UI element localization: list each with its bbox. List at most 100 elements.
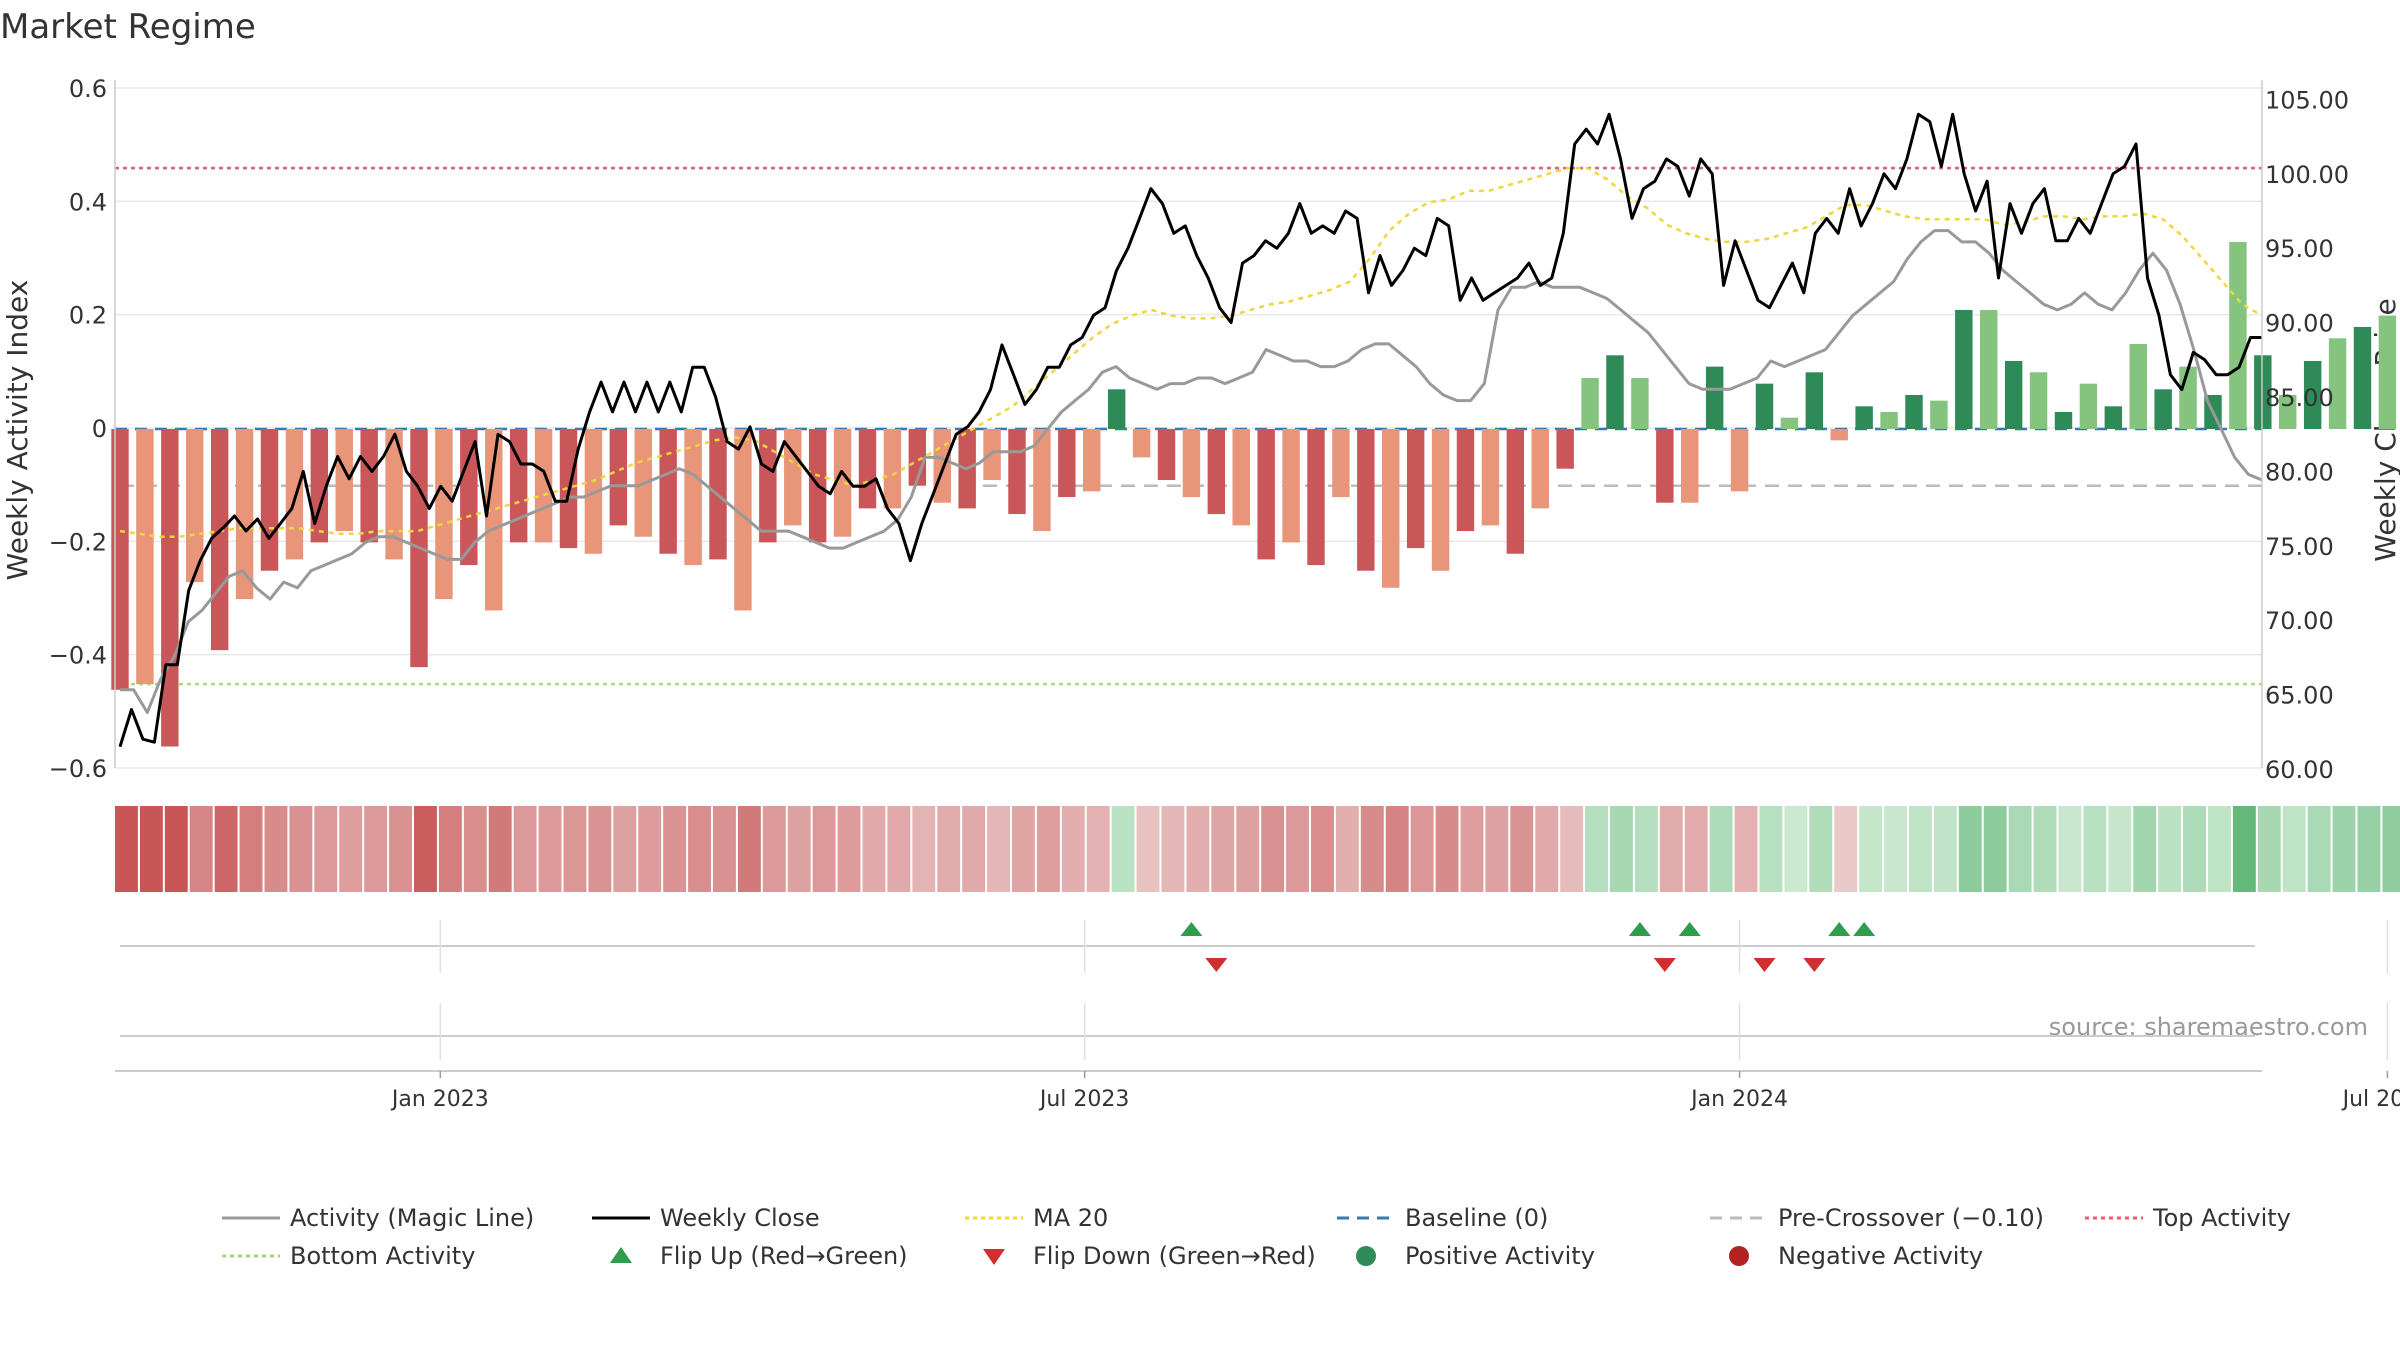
regime-cell <box>2357 806 2381 892</box>
regime-cell <box>1535 806 1559 892</box>
activity-bar <box>435 429 453 600</box>
legend-label: Flip Down (Green→Red) <box>1033 1242 1316 1270</box>
activity-bar <box>136 429 154 685</box>
legend-swatch <box>983 1249 1005 1265</box>
activity-bar <box>2029 372 2048 429</box>
regime-cell <box>1236 806 1260 892</box>
legend-label: Flip Up (Red→Green) <box>660 1242 908 1270</box>
activity-bar <box>2353 326 2372 429</box>
axes-layer: 0.6 0.4 0.2 0 −0.2 −0.4 −0.6 105.00 100.00 95.00 9… <box>49 75 2349 784</box>
y2-tick-label: 100.00 <box>2265 161 2349 189</box>
y2-tick-label: 65.00 <box>2265 682 2334 710</box>
legend-label: Weekly Close <box>660 1204 820 1232</box>
activity-bar <box>2154 389 2172 429</box>
regime-cell <box>214 806 238 892</box>
regime-cell <box>862 806 886 892</box>
x-tick-label: Jul 2023 <box>1038 1087 1130 1112</box>
activity-bar <box>1855 406 1873 429</box>
activity-bar <box>2378 315 2397 429</box>
activity-bar <box>1905 394 1923 429</box>
legend-item: Bottom Activity <box>222 1242 475 1270</box>
regime-cell <box>987 806 1010 892</box>
regime-cell <box>1036 806 1060 892</box>
activity-bar <box>1755 383 1774 429</box>
magic-line <box>120 229 2263 714</box>
regime-cell <box>1360 806 1384 892</box>
flip-markers <box>120 922 2255 1037</box>
activity-bar <box>360 429 378 543</box>
series-lines <box>118 112 2263 748</box>
regime-cell <box>2382 806 2400 892</box>
regime-cell <box>1136 806 1160 892</box>
activity-bar <box>1257 429 1275 560</box>
activity-bar <box>310 429 329 543</box>
regime-cell <box>962 806 986 892</box>
regime-cell <box>1286 806 1309 892</box>
flip-down-marker <box>1753 958 1776 972</box>
y-tick-label: −0.2 <box>49 528 107 556</box>
activity-bar <box>833 429 852 537</box>
regime-cell <box>1061 806 1085 892</box>
regime-cell <box>812 806 836 892</box>
legend-label: Activity (Magic Line) <box>290 1204 534 1232</box>
regime-cell <box>787 806 811 892</box>
activity-bar <box>1332 429 1350 498</box>
regime-cell <box>1809 806 1833 892</box>
activity-bar <box>1282 429 1300 543</box>
activity-bar <box>1207 429 1226 515</box>
regime-cell <box>1011 806 1035 892</box>
activity-bar <box>883 429 902 509</box>
regime-cell <box>912 806 936 892</box>
regime-cell <box>1485 806 1509 892</box>
regime-cell <box>1585 806 1608 892</box>
legend-item: Flip Down (Green→Red) <box>983 1242 1316 1270</box>
regime-cell <box>2332 806 2356 892</box>
activity-bar <box>485 429 503 611</box>
activity-bar <box>1058 429 1076 498</box>
activity-bars <box>111 241 2397 747</box>
activity-bar <box>1431 429 1450 571</box>
activity-bar <box>759 429 777 543</box>
regime-cell <box>189 806 213 892</box>
x-tick-label: Jan 2024 <box>1689 1087 1788 1112</box>
regime-strip <box>115 806 2400 892</box>
activity-bar <box>534 429 553 543</box>
regime-cell <box>1859 806 1883 892</box>
y-tick-label: 0.2 <box>69 302 107 330</box>
activity-bar <box>1083 429 1101 492</box>
activity-bar <box>1182 429 1201 498</box>
legend-label: Top Activity <box>2152 1204 2291 1232</box>
y2-tick-label: 80.00 <box>2265 458 2334 486</box>
regime-cell <box>1933 806 1957 892</box>
activity-bar <box>2054 411 2073 429</box>
y-tick-label: 0 <box>92 415 107 443</box>
activity-bar <box>659 429 677 554</box>
activity-bar <box>1232 429 1250 526</box>
activity-bar <box>2279 394 2297 429</box>
activity-bar <box>235 429 254 600</box>
activity-bar <box>1656 429 1674 503</box>
regime-cell <box>937 806 961 892</box>
regime-cell <box>588 806 612 892</box>
activity-bar <box>1033 429 1051 532</box>
activity-bar <box>186 429 204 583</box>
legend-label: Negative Activity <box>1778 1242 1983 1270</box>
activity-bar <box>2129 343 2147 429</box>
regime-cell <box>438 806 462 892</box>
regime-cell <box>364 806 388 892</box>
regime-cell <box>1261 806 1285 892</box>
activity-bar <box>1805 372 1824 429</box>
y2-tick-label: 60.00 <box>2265 756 2334 784</box>
y2-tick-label: 70.00 <box>2265 607 2334 635</box>
regime-cell <box>1634 806 1658 892</box>
flip-up-marker <box>1828 922 1851 936</box>
activity-bar <box>1132 429 1151 458</box>
threshold-lines <box>115 166 2262 686</box>
activity-bar <box>1930 400 1948 429</box>
regime-cell <box>1659 806 1683 892</box>
x-tick-label: Jul 2024 <box>2341 1087 2400 1112</box>
y-axis-label: Weekly Activity Index <box>1 280 34 581</box>
regime-cell <box>538 806 562 892</box>
activity-bar <box>260 429 279 571</box>
